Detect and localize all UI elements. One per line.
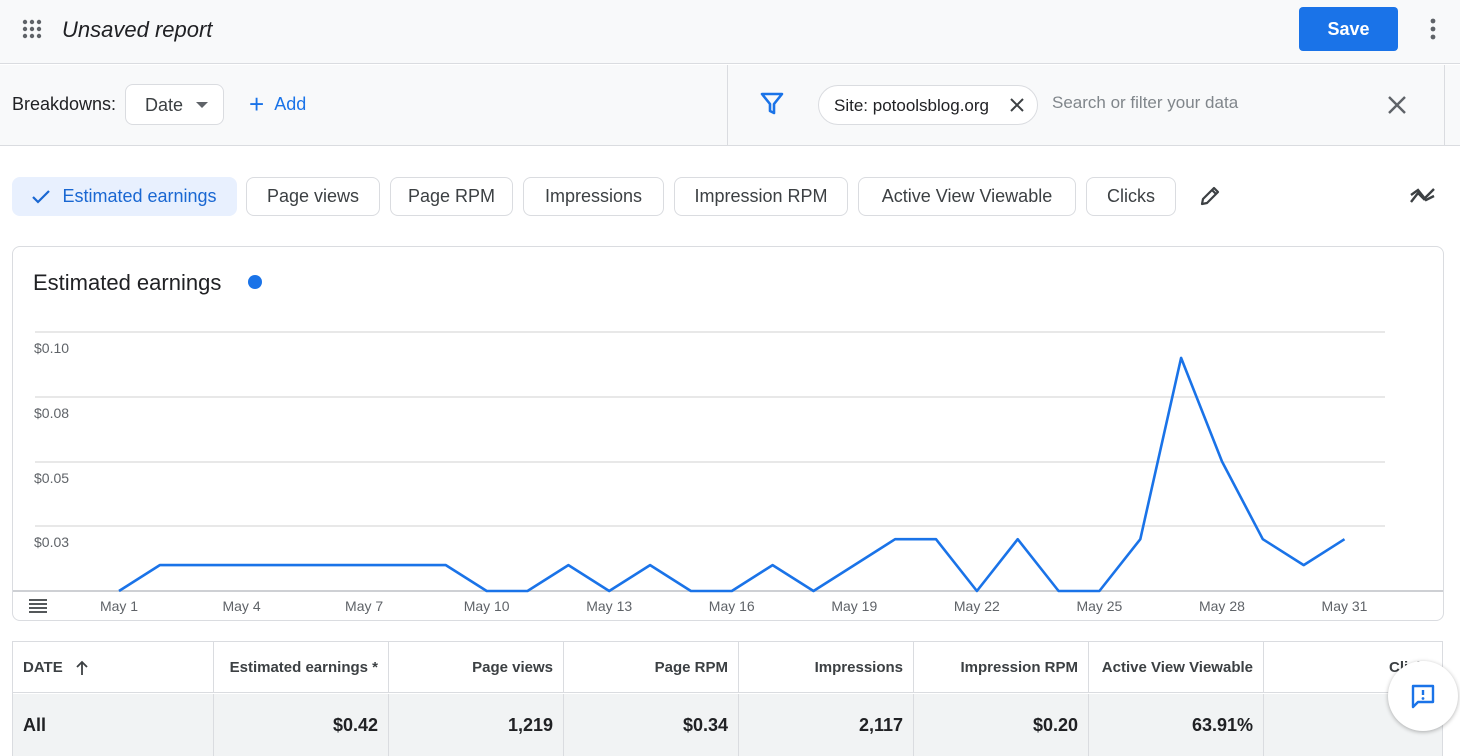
column-header-page-rpm[interactable]: Page RPM bbox=[564, 642, 739, 693]
compare-trend-icon[interactable] bbox=[1410, 186, 1436, 206]
metric-chip-label: Page views bbox=[266, 186, 360, 206]
table-cell: All bbox=[13, 694, 214, 756]
plus-icon: + bbox=[249, 89, 265, 119]
add-breakdown-button[interactable]: + Add bbox=[249, 83, 306, 125]
metric-chip-label: Impression RPM bbox=[694, 186, 828, 206]
y-tick-label: $0.10 bbox=[34, 340, 69, 356]
save-button[interactable]: Save bbox=[1299, 7, 1398, 51]
table-header-row: DATE Estimated earnings * Page views Pag… bbox=[13, 642, 1442, 693]
more-vert-icon[interactable] bbox=[1424, 16, 1442, 42]
site-filter-chip[interactable]: Site: potoolsblog.org bbox=[818, 85, 1038, 125]
x-tick-label: May 22 bbox=[954, 598, 1000, 614]
table-cell: 2,117 bbox=[739, 694, 914, 756]
site-filter-label: Site: potoolsblog.org bbox=[834, 96, 989, 115]
metric-chip-label: Impressions bbox=[544, 186, 643, 206]
x-tick-label: May 31 bbox=[1322, 598, 1368, 614]
chart-title: Estimated earnings bbox=[33, 270, 222, 295]
metric-chip-impression-rpm[interactable]: Impression RPM bbox=[674, 177, 848, 216]
x-tick-label: May 28 bbox=[1199, 598, 1245, 614]
add-breakdown-label: Add bbox=[274, 93, 307, 114]
metric-chip-clicks[interactable]: Clicks bbox=[1086, 177, 1176, 216]
dropdown-arrow-icon bbox=[196, 102, 208, 108]
divider bbox=[727, 65, 728, 146]
feedback-icon bbox=[1411, 684, 1435, 709]
metric-chip-label: Active View Viewable bbox=[881, 186, 1053, 206]
breakdown-select-value: Date bbox=[145, 95, 184, 115]
edit-pencil-icon[interactable] bbox=[1198, 184, 1222, 208]
legend-dot[interactable] bbox=[248, 275, 262, 289]
feedback-button[interactable] bbox=[1388, 661, 1458, 731]
y-tick-label: $0.03 bbox=[34, 534, 69, 550]
search-input[interactable] bbox=[1052, 93, 1352, 113]
table-cell: 63.91% bbox=[1089, 694, 1264, 756]
metric-chip-page-rpm[interactable]: Page RPM bbox=[390, 177, 513, 216]
table-cell: $0.20 bbox=[914, 694, 1089, 756]
data-table-toggle-icon[interactable] bbox=[29, 599, 47, 613]
data-table: DATE Estimated earnings * Page views Pag… bbox=[12, 641, 1443, 756]
table-cell: $0.42 bbox=[214, 694, 389, 756]
table-row-total: All $0.42 1,219 $0.34 2,117 $0.20 63.91% bbox=[13, 694, 1442, 756]
check-icon bbox=[32, 189, 51, 204]
sort-ascending-icon bbox=[76, 660, 88, 676]
divider bbox=[1444, 65, 1445, 146]
y-tick-label: $0.05 bbox=[34, 470, 69, 486]
metric-chip-label: Clicks bbox=[1107, 186, 1155, 206]
breakdown-select[interactable]: Date bbox=[125, 84, 224, 125]
filter-bar: Breakdowns: Date + Add Site: potoolsblog… bbox=[0, 65, 1460, 146]
report-title[interactable]: Unsaved report bbox=[62, 17, 213, 42]
x-tick-label: May 16 bbox=[709, 598, 755, 614]
table-cell: $0.34 bbox=[564, 694, 739, 756]
x-tick-label: May 1 bbox=[100, 598, 138, 614]
x-tick-label: May 25 bbox=[1076, 598, 1122, 614]
column-header-date[interactable]: DATE bbox=[13, 642, 214, 693]
chart-card: Estimated earnings $0.10 $0.08 $0.05 $0.03 M… bbox=[12, 246, 1444, 621]
line-chart: $0.10 $0.08 $0.05 $0.03 May 1 May 4 May 7 May 1… bbox=[13, 331, 1443, 614]
close-icon[interactable] bbox=[1387, 95, 1407, 115]
remove-filter-icon[interactable] bbox=[1008, 96, 1026, 114]
x-tick-label: May 19 bbox=[831, 598, 877, 614]
metric-chip-estimated-earnings[interactable]: Estimated earnings bbox=[12, 177, 237, 216]
x-tick-label: May 4 bbox=[222, 598, 260, 614]
metric-chip-label: Page RPM bbox=[407, 186, 496, 206]
column-header-estimated-earnings[interactable]: Estimated earnings * bbox=[214, 642, 389, 693]
series-line bbox=[118, 356, 1346, 593]
metric-chip-impressions[interactable]: Impressions bbox=[523, 177, 664, 216]
x-tick-label: May 13 bbox=[586, 598, 632, 614]
column-header-page-views[interactable]: Page views bbox=[389, 642, 564, 693]
table-cell: 1,219 bbox=[389, 694, 564, 756]
metric-chip-page-views[interactable]: Page views bbox=[246, 177, 380, 216]
top-bar: Unsaved report Save bbox=[0, 0, 1460, 64]
x-tick-label: May 7 bbox=[345, 598, 383, 614]
column-header-impressions[interactable]: Impressions bbox=[739, 642, 914, 693]
column-header-label: DATE bbox=[23, 659, 63, 676]
column-header-active-view-viewable[interactable]: Active View Viewable bbox=[1089, 642, 1264, 693]
filter-icon[interactable] bbox=[760, 91, 784, 117]
x-tick-label: May 10 bbox=[464, 598, 510, 614]
breakdowns-label: Breakdowns: bbox=[12, 94, 117, 114]
y-tick-label: $0.08 bbox=[34, 405, 69, 421]
metric-chip-label: Estimated earnings bbox=[62, 186, 217, 206]
metric-chip-active-view-viewable[interactable]: Active View Viewable bbox=[858, 177, 1076, 216]
apps-grid-icon[interactable] bbox=[22, 19, 42, 39]
column-header-impression-rpm[interactable]: Impression RPM bbox=[914, 642, 1089, 693]
